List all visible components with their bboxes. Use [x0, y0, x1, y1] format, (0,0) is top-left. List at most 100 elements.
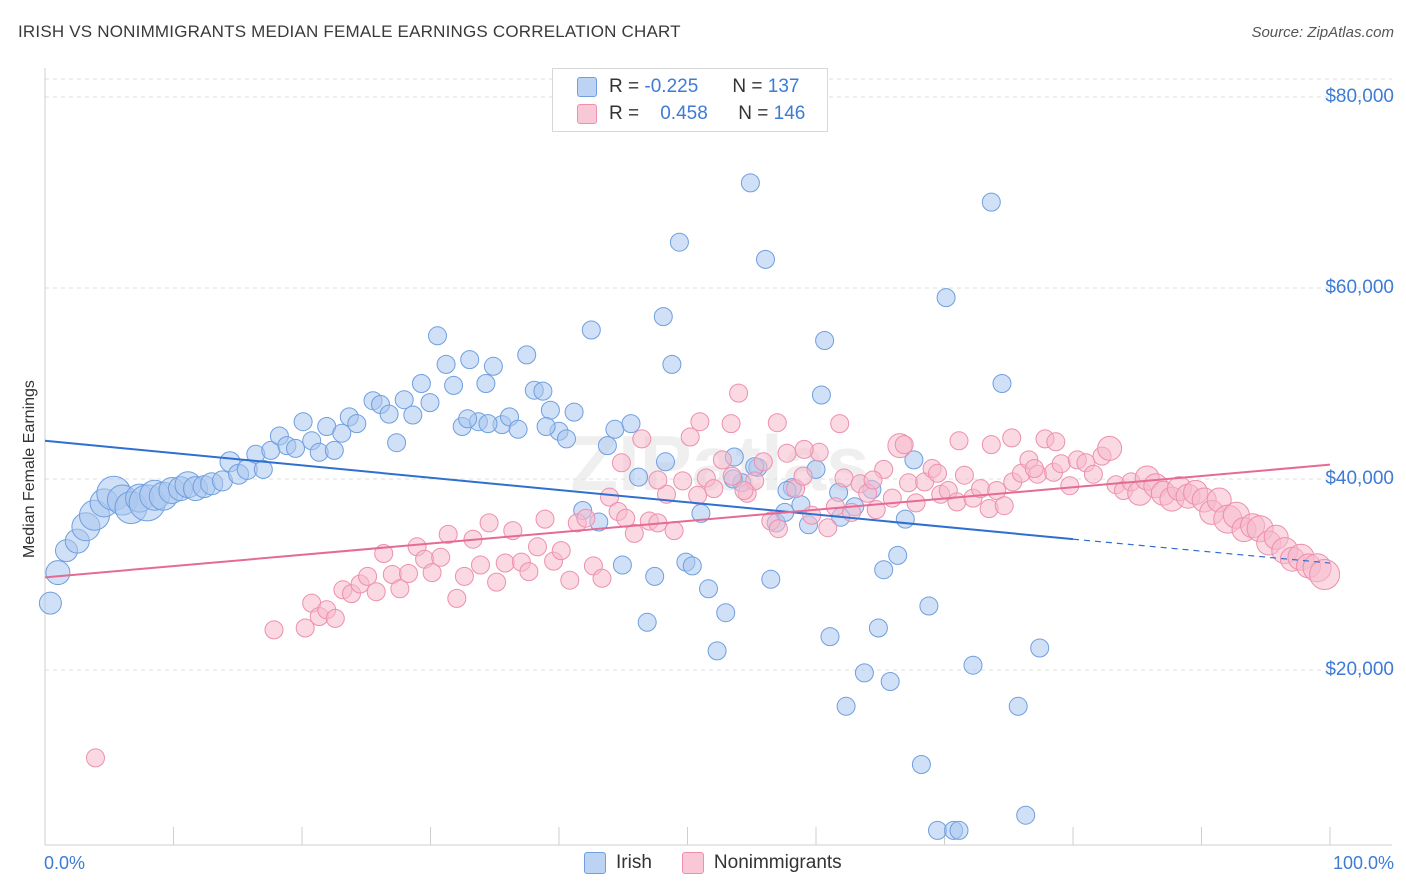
irish-point — [533, 381, 553, 401]
nonimmigrants-point — [495, 553, 515, 573]
nonimmigrants-point — [704, 479, 724, 499]
nonimmigrants-point — [688, 485, 708, 505]
irish-point — [637, 612, 657, 632]
non-n-value: 146 — [773, 103, 806, 124]
irish-point — [420, 393, 440, 413]
nonimmigrants-swatch — [577, 104, 597, 124]
chart-title: IRISH VS NONIMMIGRANTS MEDIAN FEMALE EAR… — [18, 22, 681, 41]
nonimmigrants-point — [632, 429, 652, 449]
irish-point — [476, 374, 496, 393]
nonimmigrants-point — [722, 466, 742, 486]
nonimmigrants-point — [576, 508, 596, 528]
nonimmigrants-point — [906, 493, 926, 513]
nonimmigrants-point — [390, 579, 410, 599]
nonimmigrants-point — [768, 519, 788, 539]
irish-point — [656, 452, 675, 472]
irish-point — [394, 390, 414, 410]
irish-point — [612, 555, 632, 575]
nonimmigrants-point — [471, 555, 490, 575]
nonimmigrants-point — [1083, 464, 1103, 484]
nonimmigrants-point — [438, 524, 458, 544]
irish-point — [428, 326, 447, 346]
irish-point — [854, 663, 874, 683]
irish-r-label: R = — [609, 76, 640, 97]
irish-point — [653, 307, 673, 327]
nonimmigrants-point — [1051, 454, 1071, 474]
nonimmigrants-point — [954, 465, 974, 485]
irish-point — [820, 627, 840, 647]
irish-legend-swatch — [584, 852, 606, 874]
nonimmigrants-point — [947, 492, 967, 512]
nonimmigrants-legend-label: Nonimmigrants — [713, 852, 842, 873]
nonimmigrants-point — [721, 414, 741, 434]
irish-point — [707, 641, 727, 661]
irish-point — [403, 405, 423, 425]
x-tick-0: 0.0% — [44, 853, 86, 873]
irish-point — [411, 374, 431, 393]
y-tick-20000: $20,000 — [1325, 659, 1394, 680]
y-tick-40000: $40,000 — [1325, 468, 1394, 489]
trend-lines — [44, 439, 1331, 579]
nonimmigrants-point — [366, 582, 386, 602]
irish-trend-line — [44, 439, 1074, 541]
irish-point — [888, 545, 908, 565]
nonimmigrants-point — [519, 562, 539, 582]
irish-point — [756, 249, 775, 269]
legend-row-irish: R = -0.225 N = 137 — [577, 75, 799, 99]
irish-point — [286, 438, 305, 458]
irish-point — [1008, 696, 1028, 716]
nonimmigrants-point — [753, 452, 773, 472]
irish-point — [1016, 805, 1036, 825]
irish-n-label: N = — [732, 76, 763, 97]
irish-point — [557, 429, 576, 449]
nonimmigrants-point — [794, 439, 814, 459]
nonimmigrants-point — [994, 496, 1014, 516]
irish-point — [662, 354, 682, 374]
irish-point — [963, 655, 983, 675]
irish-swatch — [577, 77, 597, 97]
irish-point — [629, 467, 649, 487]
irish-point — [508, 419, 528, 439]
irish-point — [981, 192, 1001, 212]
irish-point — [536, 417, 556, 436]
gridlines — [45, 78, 1392, 671]
irish-point — [811, 385, 831, 405]
irish-point — [605, 419, 625, 439]
series-legend: Irish Nonimmigrants — [584, 852, 872, 874]
irish-point — [597, 436, 617, 456]
nonimmigrants-point — [712, 450, 732, 470]
irish-point — [1030, 638, 1050, 658]
nonimmigrants-point — [673, 471, 693, 491]
legend-item-irish[interactable]: Irish — [584, 852, 652, 874]
nonimmigrants-point — [734, 481, 754, 500]
irish-point — [919, 596, 939, 616]
nonimmigrants-legend-swatch — [681, 852, 704, 874]
nonimmigrants-point — [611, 453, 631, 473]
nonimmigrants-point — [399, 564, 418, 583]
legend-item-nonimmigrants[interactable]: Nonimmigrants — [681, 852, 842, 874]
nonimmigrants-point — [1309, 559, 1341, 590]
nonimmigrants-point — [863, 470, 883, 490]
irish-point — [293, 412, 313, 432]
nonimmigrants-point — [1060, 476, 1080, 496]
nonimmigrants-point — [422, 563, 442, 583]
irish-point — [332, 423, 352, 443]
irish-point — [868, 618, 888, 638]
nonimmigrants-point — [664, 521, 684, 541]
irish-point — [517, 345, 537, 365]
nonimmigrants-point — [834, 468, 854, 488]
nonimmigrants-point — [86, 748, 105, 768]
nonimmigrants-point — [729, 383, 749, 403]
nonimmigrants-point — [325, 608, 345, 628]
nonimmigrants-point — [624, 523, 644, 543]
irish-point — [815, 331, 835, 350]
non-n-label: N = — [738, 103, 769, 124]
nonimmigrants-point — [479, 513, 499, 533]
x-tick-100: 100.0% — [1332, 853, 1394, 873]
irish-point — [460, 350, 480, 370]
nonimmigrants-point — [981, 435, 1001, 455]
irish-point — [38, 591, 62, 615]
irish-point — [621, 414, 641, 434]
irish-point — [904, 450, 924, 470]
irish-point — [682, 556, 702, 576]
